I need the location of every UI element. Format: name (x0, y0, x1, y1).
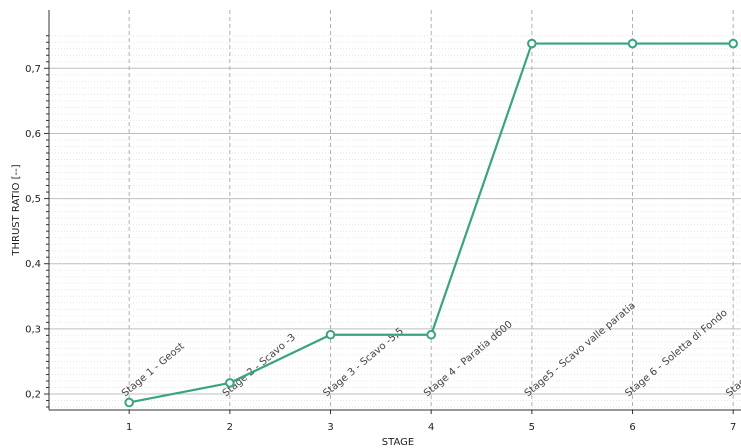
x-tick-label: 3 (327, 422, 333, 433)
data-point (225, 378, 235, 388)
stage-label: Stage 1 - Geost (120, 341, 187, 399)
data-point (627, 38, 638, 49)
data-point (325, 329, 336, 340)
y-tick-label: 0,4 (25, 259, 41, 270)
x-tick-label: 4 (428, 422, 434, 433)
y-tick-label: 0,2 (25, 390, 41, 401)
data-point (728, 38, 738, 49)
x-tick-label: 6 (629, 422, 635, 433)
minor-gridlines (49, 35, 741, 408)
y-tick-label: 0,6 (25, 129, 41, 140)
y-tick-label: 0,5 (25, 194, 41, 205)
series-group (124, 38, 738, 408)
x-axis-ticks: 1 2 3 4 5 6 7 (126, 410, 736, 433)
x-tick-label: 7 (730, 422, 736, 433)
data-point (527, 38, 537, 49)
x-tick-label: 1 (126, 422, 132, 433)
y-tick-label: 0,7 (25, 64, 41, 75)
y-axis-title: THRUST RATIO [--] (11, 164, 22, 256)
stage-label: Stage 4 - Paratia d600 (422, 319, 515, 399)
y-tick-label: 0,3 (25, 324, 41, 335)
data-point (124, 397, 134, 408)
stage-gridlines (128, 10, 734, 410)
stage-label: Stage 6 - Soletta di Fondo (623, 308, 729, 400)
stage-label: Stag (724, 376, 741, 399)
stage-label: Stage5 - Scavo valle paratia (523, 300, 638, 399)
x-tick-label: 5 (529, 422, 535, 433)
data-point (426, 329, 436, 340)
x-axis-title: STAGE (382, 437, 414, 448)
stage-labels: Stage 1 - Geost Stage 2 - Scavo -3 Stage 3… (120, 300, 741, 399)
major-gridlines (49, 67, 741, 395)
y-axis-ticks: 0,2 0,3 0,4 0,5 0,6 0,7 (25, 35, 49, 408)
x-tick-label: 2 (227, 422, 233, 433)
